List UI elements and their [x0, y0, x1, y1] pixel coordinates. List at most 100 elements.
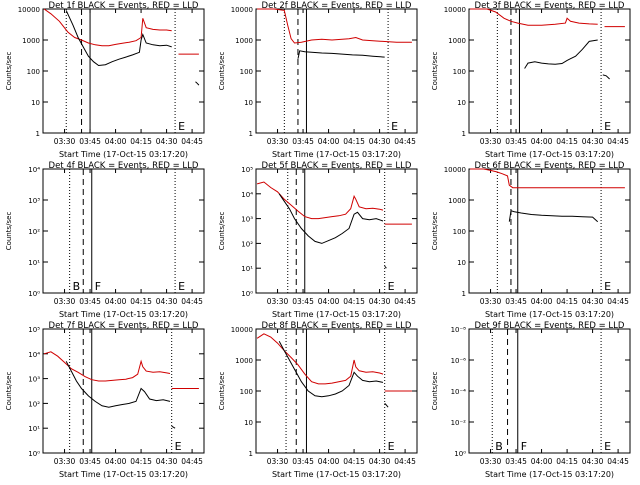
lld-series-line: [256, 181, 384, 220]
events-series-line: [65, 361, 171, 408]
chart-panel-4: Det 4f BLACK = Events, RED = LLD Counts/s…: [5, 161, 205, 319]
y-tick-label: 10⁰: [241, 290, 253, 298]
y-tick-label: 10000: [231, 326, 253, 334]
event-marker-label: E: [178, 120, 185, 133]
y-tick-label: 1: [249, 450, 253, 458]
y-tick-label: 10³: [28, 376, 40, 384]
x-tick-label: 03:45: [79, 457, 101, 466]
y-tick-label: 10000: [231, 6, 253, 14]
x-tick-label: 04:45: [181, 297, 203, 306]
lld-series-line: [470, 8, 598, 26]
y-tick-label: 10⁰: [28, 450, 40, 458]
y-axis-label: Counts/sec: [5, 372, 13, 411]
x-tick-label: 04:15: [130, 457, 152, 466]
event-marker-label: E: [388, 440, 395, 453]
events-series-line: [171, 425, 176, 429]
y-tick-label: 10⁻⁶: [451, 357, 467, 365]
y-tick-label: 10000: [18, 6, 40, 14]
events-series-line: [602, 74, 610, 80]
chart-title: Det 3f BLACK = Events, RED = LLD: [475, 1, 625, 11]
x-tick-label: 04:00: [105, 457, 127, 466]
chart-title: Det 6f BLACK = Events, RED = LLD: [475, 161, 625, 171]
chart-title: Det 8f BLACK = Events, RED = LLD: [262, 321, 412, 331]
x-tick-label: 04:00: [105, 137, 127, 146]
event-marker-label: F: [95, 280, 101, 293]
y-axis-label: Counts/sec: [431, 52, 439, 91]
y-tick-label: 10000: [444, 6, 466, 14]
x-tick-label: 03:45: [505, 137, 527, 146]
x-tick-label: 03:30: [267, 297, 289, 306]
y-tick-label: 10³: [28, 197, 40, 205]
plot-frame: [42, 168, 205, 294]
y-tick-label: 10⁵: [241, 166, 253, 174]
plot-frame: [42, 328, 205, 454]
x-axis-label: Start Time (17-Oct-15 03:17:20): [59, 310, 188, 319]
lld-series-line: [43, 8, 172, 47]
y-tick-label: 10⁻⁴: [451, 388, 467, 396]
plot-frame: [255, 168, 418, 294]
x-tick-label: 04:30: [582, 297, 604, 306]
x-tick-label: 04:15: [556, 297, 578, 306]
events-series-line: [297, 50, 385, 59]
x-axis-label: Start Time (17-Oct-15 03:17:20): [59, 150, 188, 159]
x-tick-label: 03:45: [79, 137, 101, 146]
event-marker-label: E: [604, 280, 611, 293]
event-marker-label: B: [73, 280, 81, 293]
x-axis-label: Start Time (17-Oct-15 03:17:20): [485, 310, 614, 319]
events-series-line: [524, 39, 598, 69]
y-tick-label: 10⁻²: [451, 419, 467, 427]
chart-panel-6: Det 6f BLACK = Events, RED = LLD Counts/s…: [431, 161, 631, 319]
y-tick-label: 1: [462, 290, 466, 298]
x-tick-label: 03:30: [54, 297, 76, 306]
events-series-line: [384, 402, 389, 408]
y-tick-label: 10: [457, 99, 466, 107]
event-marker-label: F: [521, 440, 527, 453]
events-series-line: [508, 210, 599, 223]
x-tick-label: 04:45: [607, 297, 629, 306]
y-tick-label: 10²: [241, 240, 253, 248]
chart-title: Det 4f BLACK = Events, RED = LLD: [49, 161, 199, 171]
y-tick-label: 1000: [448, 37, 466, 45]
chart-panel-5: Det 5f BLACK = Events, RED = LLD Counts/s…: [218, 161, 418, 319]
y-tick-label: 1000: [448, 197, 466, 205]
y-tick-label: 10²: [28, 228, 40, 236]
plot-frame: [468, 8, 631, 134]
lld-series-line: [43, 351, 171, 382]
x-tick-label: 04:30: [156, 137, 178, 146]
x-tick-label: 03:30: [267, 137, 289, 146]
x-tick-label: 03:30: [54, 137, 76, 146]
x-tick-label: 04:15: [343, 457, 365, 466]
x-tick-label: 03:30: [480, 137, 502, 146]
x-tick-label: 03:45: [505, 457, 527, 466]
event-marker-label: E: [175, 440, 182, 453]
events-series-line: [65, 10, 172, 67]
lld-series-line: [470, 168, 625, 189]
x-tick-label: 03:45: [292, 457, 314, 466]
x-axis-label: Start Time (17-Oct-15 03:17:20): [272, 310, 401, 319]
y-axis-label: Counts/sec: [218, 372, 226, 411]
x-tick-label: 04:30: [582, 457, 604, 466]
x-tick-label: 04:00: [318, 137, 340, 146]
y-axis-label: Counts/sec: [431, 212, 439, 251]
chart-panel-8: Det 8f BLACK = Events, RED = LLD Counts/s…: [218, 321, 418, 479]
y-tick-label: 10⁰: [28, 290, 40, 298]
y-tick-label: 10⁴: [28, 166, 40, 174]
y-tick-label: 10⁴: [241, 191, 253, 199]
chart-title: Det 7f BLACK = Events, RED = LLD: [49, 321, 199, 331]
plot-frame: [468, 328, 631, 454]
x-tick-label: 04:45: [394, 137, 416, 146]
x-tick-label: 04:15: [130, 137, 152, 146]
event-marker-label: B: [495, 440, 503, 453]
chart-panel-3: Det 3f BLACK = Events, RED = LLD Counts/s…: [431, 1, 631, 159]
y-tick-label: 10³: [241, 216, 253, 224]
y-tick-label: 10⁻⁸: [451, 326, 467, 334]
y-tick-label: 10: [244, 99, 253, 107]
y-tick-label: 100: [240, 388, 253, 396]
x-tick-label: 04:30: [156, 457, 178, 466]
x-axis-label: Start Time (17-Oct-15 03:17:20): [272, 150, 401, 159]
x-axis-label: Start Time (17-Oct-15 03:17:20): [485, 150, 614, 159]
events-series-line: [278, 193, 384, 244]
x-tick-label: 04:45: [394, 297, 416, 306]
x-tick-label: 04:15: [343, 137, 365, 146]
chart-panel-9: Det 9f BLACK = Events, RED = LLD Counts/s…: [431, 321, 631, 479]
